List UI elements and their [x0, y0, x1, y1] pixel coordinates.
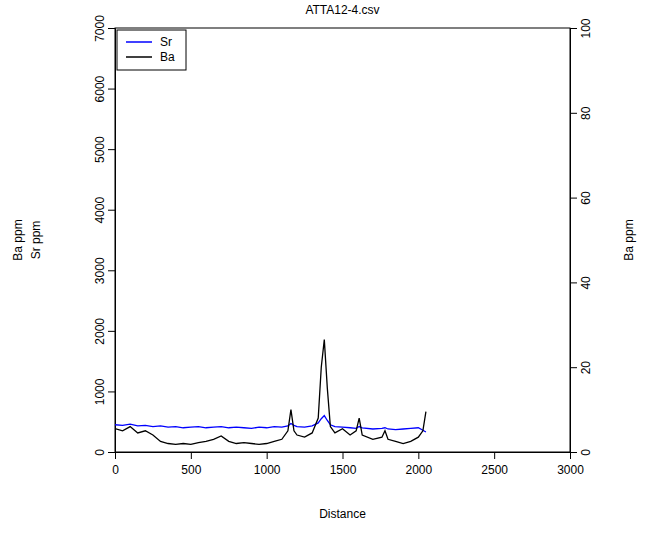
x-axis-tick: 0 — [112, 452, 119, 477]
tick-mark — [494, 452, 495, 459]
tick-mark — [570, 452, 577, 453]
tick-label: 4000 — [93, 197, 107, 224]
tick-mark — [570, 367, 577, 368]
tick-label: 3000 — [557, 463, 584, 477]
tick-mark — [343, 452, 344, 459]
tick-mark — [108, 452, 115, 453]
tick-label: 100 — [579, 18, 593, 38]
tick-mark — [418, 452, 419, 459]
tick-mark — [570, 113, 577, 114]
y2-axis-tick: 100 — [570, 18, 593, 38]
x-axis-tick: 1500 — [330, 452, 357, 477]
y-axis: 0 1000 2000 3000 4000 5000 6000 7000 — [93, 15, 116, 456]
tick-mark — [570, 282, 577, 283]
tick-label: 0 — [93, 449, 107, 456]
series-line — [115, 340, 426, 445]
tick-label: 500 — [181, 463, 201, 477]
y2-axis-tick: 60 — [570, 191, 593, 205]
chart: 0500100015002000250030000100020003000400… — [0, 0, 645, 540]
plot-area — [115, 340, 426, 445]
tick-label: 60 — [579, 191, 593, 205]
x-axis-tick: 2500 — [481, 452, 508, 477]
x-axis-tick: 1000 — [254, 452, 281, 477]
tick-label: 3000 — [93, 257, 107, 284]
y-axis-tick: 5000 — [93, 136, 115, 163]
x-axis-line — [116, 453, 571, 460]
tick-label: 6000 — [93, 75, 107, 102]
tick-mark — [570, 452, 571, 459]
tick-label: 1000 — [254, 463, 281, 477]
y2-axis-tick: 20 — [570, 361, 593, 375]
tick-mark — [108, 331, 115, 332]
y2-axis-tick: 80 — [570, 106, 593, 120]
tick-mark — [108, 270, 115, 271]
tick-label: 40 — [579, 276, 593, 290]
y-axis-tick: 0 — [93, 449, 115, 456]
y-axis-tick: 6000 — [93, 75, 115, 102]
y2-axis-title: Ba ppm — [622, 219, 636, 260]
tick-mark — [108, 89, 115, 90]
tick-label: 2000 — [405, 463, 432, 477]
y2-axis-tick: 0 — [570, 449, 593, 456]
tick-mark — [115, 452, 116, 459]
y-axis-line — [108, 29, 116, 453]
tick-mark — [570, 198, 577, 199]
tick-label: 1500 — [330, 463, 357, 477]
y2-axis-tick: 40 — [570, 276, 593, 290]
tick-label: 5000 — [93, 136, 107, 163]
x-axis-title: Distance — [319, 507, 366, 521]
tick-mark — [108, 28, 115, 29]
y-axis-tick: 4000 — [93, 197, 115, 224]
tick-label: 1000 — [93, 378, 107, 405]
legend-label: Sr — [160, 35, 172, 49]
tick-label: 0 — [112, 463, 119, 477]
legend-box — [117, 30, 186, 70]
y-axis-tick: 3000 — [93, 257, 115, 284]
tick-label: 80 — [579, 106, 593, 120]
tick-mark — [191, 452, 192, 459]
tick-mark — [108, 391, 115, 392]
y-axis-tick: 2000 — [93, 318, 115, 345]
title: ATTA12-4.csv — [305, 3, 379, 17]
x-axis-tick: 2000 — [405, 452, 432, 477]
series-line — [115, 416, 426, 432]
y-axis-tick: 7000 — [93, 15, 115, 42]
plot-frame — [115, 28, 570, 452]
x-axis-tick: 500 — [181, 452, 201, 477]
legend-swatch — [126, 56, 152, 58]
tick-label: 7000 — [93, 15, 107, 42]
tick-label: 20 — [579, 361, 593, 375]
tick-mark — [108, 210, 115, 211]
x-axis: 0 500 1000 1500 2000 2500 3000 — [112, 452, 584, 477]
tick-label: 2000 — [93, 318, 107, 345]
y-axis-title: Ba ppm — [11, 219, 25, 260]
y2-axis-line — [571, 29, 578, 453]
legend: SrBa — [117, 30, 186, 70]
tick-mark — [267, 452, 268, 459]
y-axis-tick: 1000 — [93, 378, 115, 405]
tick-label: 2500 — [481, 463, 508, 477]
y-axis-title: Sr ppm — [29, 221, 43, 260]
legend-label: Ba — [160, 50, 175, 64]
legend-swatch — [126, 41, 152, 43]
y2-axis: 0 20 40 60 80 100 — [570, 18, 593, 456]
tick-label: 0 — [579, 449, 593, 456]
tick-mark — [570, 28, 577, 29]
tick-mark — [108, 149, 115, 150]
